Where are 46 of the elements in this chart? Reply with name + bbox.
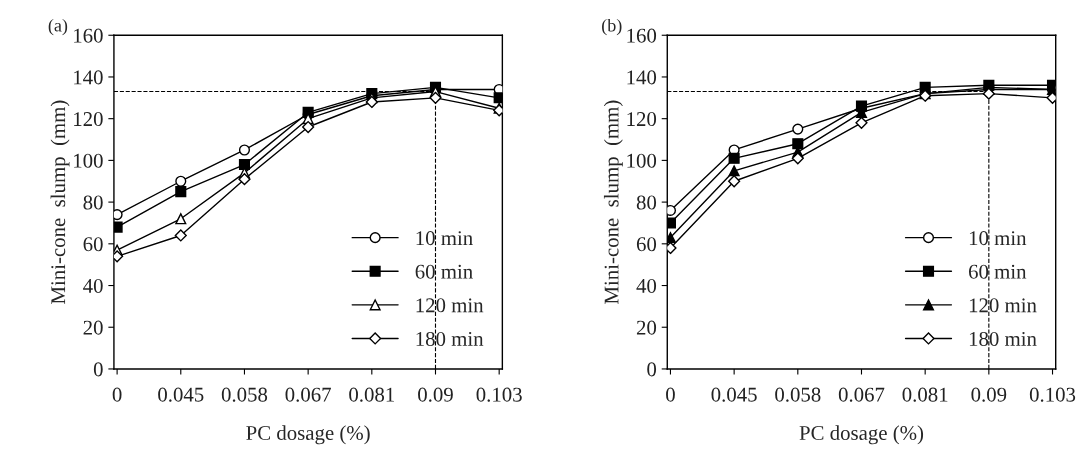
- x-tick-label: 0: [112, 387, 122, 402]
- x-tick-label: 0.103: [1029, 387, 1076, 402]
- legend-label: 10 min: [416, 231, 473, 246]
- y-tick-label: 60: [636, 237, 657, 252]
- x-tick-label: 0.058: [775, 387, 821, 402]
- y-tick-label: 0: [647, 362, 657, 377]
- x-tick-label: 0: [666, 387, 675, 402]
- x-tick-label: 0.045: [711, 387, 757, 402]
- y-tick-label: 120: [627, 112, 657, 127]
- legend-label: 60 min: [415, 264, 473, 279]
- x-axis-title: PC dosage (%): [246, 425, 370, 445]
- y-tick-label: 100: [627, 153, 657, 168]
- legend-label: 180 min: [416, 331, 484, 346]
- x-tick-label: 0.045: [158, 387, 204, 402]
- y-tick-label: 60: [83, 237, 103, 252]
- x-axis-title: PC dosage (%): [799, 425, 924, 445]
- x-tick-label: 0.081: [902, 387, 948, 402]
- x-tick-label: 0.09: [418, 387, 453, 402]
- x-tick-label: 0.09: [971, 387, 1007, 402]
- x-tick-label: 0.067: [285, 387, 331, 402]
- y-tick-label: 140: [74, 70, 103, 85]
- legend-label: 120 min: [416, 298, 484, 313]
- legend-label: 120 min: [969, 298, 1037, 313]
- y-axis-title: Mini-cone slump (mm): [50, 100, 70, 304]
- chart-title: (b): [602, 18, 622, 36]
- y-tick-label: 120: [74, 112, 103, 127]
- y-tick-label: 40: [636, 278, 657, 293]
- x-tick-label: 0.067: [838, 387, 885, 402]
- y-tick-label: 140: [627, 70, 657, 85]
- y-tick-label: 160: [627, 28, 657, 43]
- x-tick-label: 0.081: [349, 387, 394, 402]
- y-tick-label: 20: [83, 320, 103, 335]
- legend-label: 60 min: [968, 264, 1027, 279]
- y-tick-label: 160: [74, 28, 103, 43]
- y-tick-label: 100: [74, 153, 103, 168]
- x-tick-label: 0.058: [221, 387, 268, 402]
- y-tick-label: 20: [636, 320, 657, 335]
- chart-title: (a): [48, 18, 68, 36]
- y-tick-label: 0: [93, 362, 103, 377]
- legend-label: 10 min: [969, 231, 1027, 246]
- x-tick-label: 0.103: [476, 387, 522, 402]
- legend-label: 180 min: [969, 331, 1037, 346]
- y-axis-title: Mini-cone slump (mm): [603, 100, 623, 304]
- y-tick-label: 80: [83, 195, 103, 210]
- y-tick-label: 40: [83, 278, 103, 293]
- y-tick-label: 80: [636, 195, 657, 210]
